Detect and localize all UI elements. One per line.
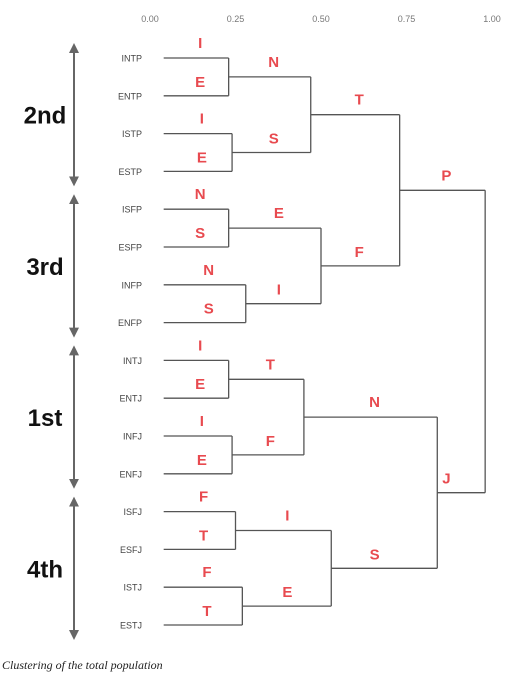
split-label: F (355, 244, 364, 261)
split-label: N (203, 262, 214, 279)
leaf-label: INFJ (123, 432, 142, 442)
leaf-label: ENTP (118, 91, 142, 101)
group-label: 4th (27, 556, 63, 583)
leaf-label: ESTJ (120, 621, 142, 631)
group-label: 1st (28, 405, 63, 432)
split-label: S (370, 546, 380, 563)
x-tick-label: 0.50 (312, 14, 330, 24)
split-label: E (197, 149, 207, 166)
leaf-label: ESFP (118, 243, 142, 253)
split-label: T (202, 603, 211, 620)
split-label: I (200, 111, 204, 128)
leaf-label: ISFJ (123, 507, 142, 517)
split-label: E (195, 74, 205, 91)
figure-caption: Clustering of the total population (2, 658, 163, 672)
split-label: S (269, 131, 279, 148)
split-label: F (266, 433, 275, 450)
split-label: T (355, 92, 364, 109)
x-tick-label: 1.00 (483, 14, 501, 24)
split-label: I (200, 413, 204, 430)
leaf-label: ISFP (122, 205, 142, 215)
group-label: 2nd (24, 103, 67, 130)
x-tick-label: 0.25 (227, 14, 245, 24)
split-label: N (195, 186, 206, 203)
leaf-label: ISTP (122, 129, 142, 139)
leaf-label: ENFJ (120, 469, 143, 479)
split-label: N (369, 394, 380, 411)
leaf-label: INFP (121, 280, 142, 290)
split-label: N (268, 54, 279, 71)
leaf-label: ESFJ (120, 545, 142, 555)
split-label: I (198, 337, 202, 354)
x-tick-label: 0.00 (141, 14, 159, 24)
split-label: P (441, 167, 451, 184)
split-label: I (285, 508, 289, 525)
leaf-label: INTP (121, 54, 142, 64)
x-tick-label: 0.75 (398, 14, 416, 24)
split-label: S (204, 301, 214, 318)
leaf-label: ISTJ (123, 583, 142, 593)
split-label: E (282, 584, 292, 601)
leaf-label: ENTJ (120, 394, 143, 404)
split-label: J (442, 471, 450, 488)
split-label: E (274, 205, 284, 222)
split-label: T (199, 527, 208, 544)
split-label: I (277, 282, 281, 299)
leaf-label: ESTP (118, 167, 142, 177)
leaf-label: ENFP (118, 318, 142, 328)
split-label: T (266, 356, 275, 373)
dendrogram-chart: 0.00 0.25 0.50 0.75 1.00INTPENTPISTPESTPISFP… (24, 14, 501, 640)
split-label: E (195, 376, 205, 393)
leaf-label: INTJ (123, 356, 142, 366)
group-label: 3rd (26, 254, 63, 281)
split-label: E (197, 452, 207, 469)
split-label: I (198, 35, 202, 52)
split-label: S (195, 225, 205, 242)
split-label: F (199, 489, 208, 506)
split-label: F (202, 564, 211, 581)
